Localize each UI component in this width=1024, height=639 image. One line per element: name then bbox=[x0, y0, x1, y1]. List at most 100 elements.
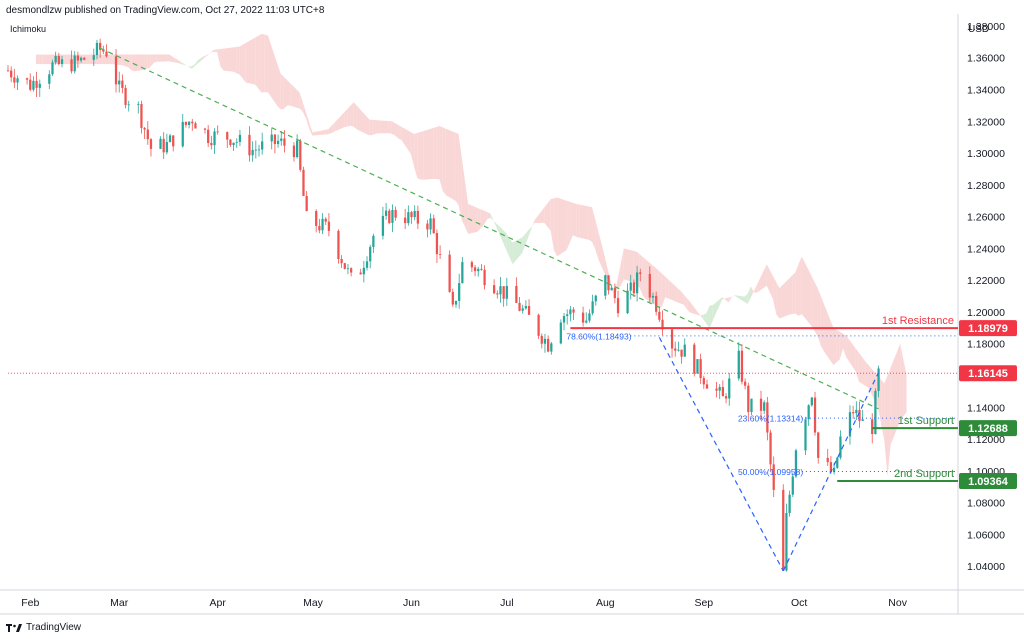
ichimoku-cloud-segment bbox=[86, 54, 91, 65]
candle-body bbox=[416, 210, 419, 224]
ichimoku-cloud-segment bbox=[39, 54, 43, 65]
candle-body bbox=[99, 42, 102, 50]
ichimoku-cloud-segment bbox=[153, 54, 157, 64]
ichimoku-cloud-segment bbox=[372, 119, 376, 135]
candle-body bbox=[226, 132, 229, 140]
candle-body bbox=[324, 218, 327, 222]
ichimoku-cloud-segment bbox=[773, 276, 777, 315]
x-tick-label: Feb bbox=[21, 597, 39, 609]
ichimoku-cloud-segment bbox=[147, 54, 151, 69]
ichimoku-cloud-segment bbox=[375, 120, 380, 134]
y-tick-label: 1.24000 bbox=[967, 243, 1005, 255]
fib-leg-down[interactable] bbox=[658, 337, 784, 572]
y-tick-label: 1.08000 bbox=[967, 498, 1005, 510]
candle-body bbox=[581, 312, 585, 323]
x-tick-label: Oct bbox=[791, 597, 807, 609]
candle-body bbox=[232, 142, 235, 146]
candle-body bbox=[515, 285, 518, 303]
ichimoku-cloud-segment bbox=[642, 257, 647, 300]
candle-body bbox=[191, 121, 194, 124]
candle-body bbox=[791, 476, 794, 495]
candle-body bbox=[648, 273, 651, 298]
candle-body bbox=[292, 145, 296, 158]
ichimoku-cloud-segment bbox=[728, 296, 732, 303]
ichimoku-cloud-segment bbox=[592, 207, 596, 250]
ichimoku-cloud-segment bbox=[423, 128, 434, 180]
indicator-label[interactable]: Ichimoku bbox=[10, 24, 47, 34]
candle-body bbox=[432, 218, 435, 234]
candle-body bbox=[372, 235, 375, 247]
ichimoku-cloud-segment bbox=[242, 42, 246, 83]
candle-body bbox=[813, 397, 817, 433]
footer-brand[interactable]: TradingView bbox=[6, 622, 81, 633]
candle-body bbox=[194, 123, 197, 129]
candle-body bbox=[165, 142, 168, 153]
ichimoku-cloud-segment bbox=[328, 125, 332, 135]
2nd-support-price-tag[interactable] bbox=[959, 472, 1017, 489]
ichimoku-cloud-segment bbox=[217, 48, 221, 67]
candle-body bbox=[540, 335, 543, 344]
ichimoku-cloud-segment bbox=[668, 279, 678, 303]
candle-body bbox=[607, 275, 610, 291]
candle-body bbox=[651, 295, 655, 298]
candle-body bbox=[639, 272, 642, 274]
candle-body bbox=[569, 309, 572, 315]
ichimoku-cloud-segment bbox=[312, 130, 322, 136]
ichimoku-cloud-segment bbox=[420, 131, 424, 180]
ichimoku-cloud-segment bbox=[321, 129, 326, 135]
1st-support-price-tag[interactable] bbox=[959, 420, 1017, 437]
candle-body bbox=[229, 139, 232, 146]
downtrend-line[interactable] bbox=[99, 47, 879, 410]
ichimoku-cloud-segment bbox=[109, 54, 113, 65]
candle-body bbox=[273, 134, 277, 145]
ichimoku-cloud-segment bbox=[820, 296, 824, 352]
candle-body bbox=[102, 49, 105, 52]
ichimoku-cloud-segment bbox=[633, 250, 637, 285]
candle-body bbox=[718, 387, 721, 391]
ichimoku-cloud-segment bbox=[639, 254, 643, 296]
candle-body bbox=[118, 80, 121, 85]
ichimoku-cloud-segment bbox=[703, 313, 707, 324]
ichimoku-cloud-segment bbox=[506, 233, 510, 258]
ichimoku-cloud-segment bbox=[414, 132, 418, 178]
candle-body bbox=[855, 409, 858, 414]
candle-body bbox=[283, 138, 286, 146]
candle-body bbox=[562, 315, 566, 323]
ichimoku-cloud-segment bbox=[245, 37, 256, 85]
candle-body bbox=[677, 349, 680, 351]
candle-body bbox=[76, 55, 80, 61]
1st-resistance-price-tag[interactable] bbox=[959, 320, 1017, 337]
ichimoku-cloud-segment bbox=[461, 157, 465, 227]
candle-body bbox=[384, 210, 388, 216]
candle-body bbox=[699, 359, 702, 379]
candle-body bbox=[213, 131, 216, 146]
ichimoku-cloud-segment bbox=[525, 230, 529, 245]
candle-body bbox=[32, 80, 35, 90]
ichimoku-cloud-segment bbox=[398, 124, 402, 140]
ichimoku-cloud-segment bbox=[102, 54, 106, 65]
candle-body bbox=[451, 291, 454, 305]
ichimoku-cloud-segment bbox=[690, 302, 701, 316]
ichimoku-cloud-segment bbox=[750, 286, 755, 298]
candle-body bbox=[6, 70, 10, 72]
candle-body bbox=[616, 298, 620, 314]
ichimoku-cloud-segment bbox=[483, 210, 488, 225]
candle-body bbox=[404, 217, 407, 224]
2nd-support-price-text: 1.09364 bbox=[968, 476, 1009, 488]
ichimoku-cloud-segment bbox=[754, 284, 758, 293]
candle-body bbox=[524, 306, 528, 309]
current-price-price-tag[interactable] bbox=[959, 365, 1017, 382]
candle-body bbox=[477, 268, 480, 272]
ichimoku-cloud-segment bbox=[620, 248, 624, 286]
candle-body bbox=[54, 56, 57, 63]
y-tick-label: 1.06000 bbox=[967, 529, 1005, 541]
ichimoku-cloud-segment bbox=[344, 108, 348, 128]
candle-body bbox=[588, 313, 591, 321]
ichimoku-cloud-segment bbox=[544, 203, 548, 227]
candle-body bbox=[407, 212, 410, 224]
candle-body bbox=[527, 306, 531, 315]
candle-body bbox=[785, 513, 788, 571]
